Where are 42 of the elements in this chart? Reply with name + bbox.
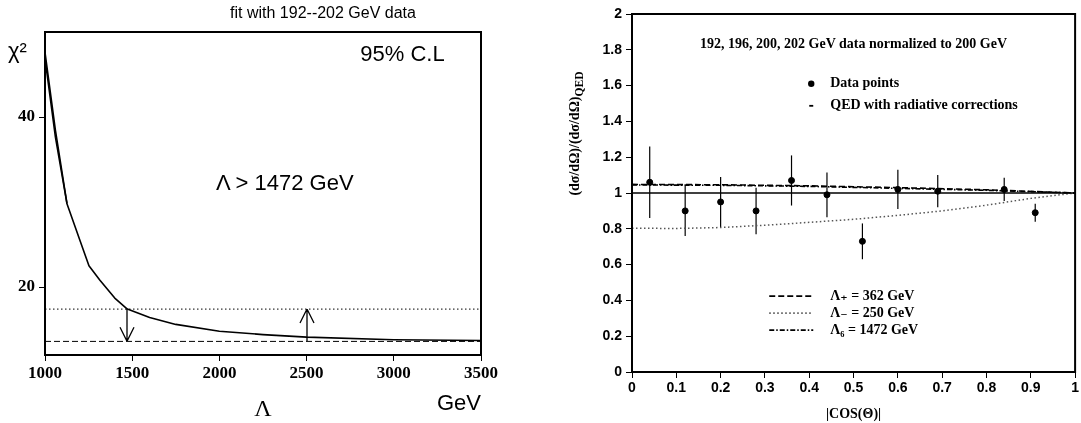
y-tick-label: 0.8: [602, 219, 623, 236]
x-tick-label: 2500: [289, 362, 324, 382]
text: 192, 196, 200, 202 GeV data normalized to 200 GeV: [700, 35, 1008, 51]
y-tick-label: 1.2: [602, 148, 623, 165]
x-tick-label: 1500: [115, 362, 150, 382]
x-tick-label: 0.5: [843, 379, 864, 396]
legend-label: Data points: [830, 75, 900, 91]
y-tick-label: 1: [614, 183, 623, 200]
x-tick-label: 0.9: [1021, 379, 1041, 396]
text: GeV: [436, 389, 482, 415]
annotation: 95% C.L: [360, 40, 445, 66]
x-tick-label: 0.8: [976, 379, 997, 396]
legend-label: Λ₊ = 362 GeV: [830, 287, 915, 303]
x-tick-label: 0: [628, 379, 637, 396]
y-tick-label: 20: [18, 276, 35, 296]
y-tick-label: 40: [18, 106, 35, 126]
y-tick-label: 1.6: [602, 76, 623, 93]
x-tick-label: 0.2: [710, 379, 731, 396]
x-axis-title: Λ: [254, 395, 273, 422]
x-tick-label: 1: [1071, 379, 1080, 396]
x-tick-label: 2000: [202, 362, 237, 382]
x-tick-label: 0.6: [888, 379, 908, 396]
y-tick-label: 0.2: [602, 327, 623, 344]
x-tick-label: 1000: [28, 362, 62, 382]
annotation: Λ > 1472 GeV: [215, 169, 354, 195]
y-tick-label: 1.4: [602, 112, 623, 129]
y-tick-label: 2: [614, 4, 623, 21]
legend-label: Λ₋ = 250 GeV: [830, 304, 915, 320]
x-tick-label: 0.1: [666, 379, 687, 396]
legend-label: QED with radiative corrections: [830, 97, 1019, 113]
x-tick-label: 0.3: [755, 379, 775, 396]
y-tick-label: 0.6: [602, 255, 623, 272]
x-tick-label: 0.7: [932, 379, 953, 396]
x-tick-label: 3500: [464, 362, 498, 382]
legend-label: Λ₆ = 1472 GeV: [830, 321, 919, 337]
x-tick-label: 0.4: [799, 379, 820, 396]
x-axis-title: |COS(Θ)|: [825, 405, 882, 422]
y-tick-label: 1.8: [602, 40, 623, 57]
x-tick-label: 3000: [376, 362, 411, 382]
y-tick-label: 0.4: [602, 291, 623, 308]
y-axis-title: χ²: [8, 38, 27, 64]
chart-title: fit with 192--202 GeV data: [230, 4, 417, 22]
